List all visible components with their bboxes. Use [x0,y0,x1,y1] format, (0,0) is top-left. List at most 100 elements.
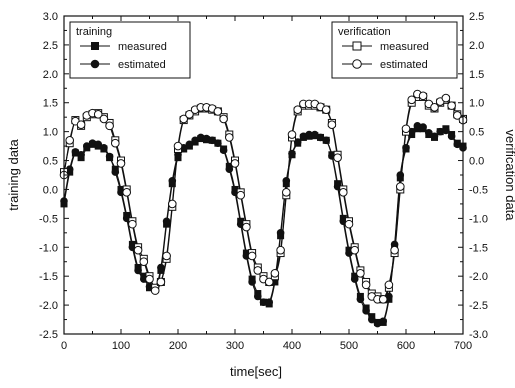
x-tick-label: 0 [61,340,67,352]
verification_estimated-point [287,130,297,139]
x-tick-label: 600 [397,340,415,352]
verification_estimated-point [93,109,103,119]
training_estimated-point [316,133,325,142]
verification_estimated-point [390,245,399,255]
training_estimated-point [185,140,194,149]
training_estimated-point [208,136,216,145]
verification_estimated-point [213,107,223,116]
y-right-tick-label: 1.0 [469,98,484,110]
verification_estimated-point [264,277,274,287]
verification_estimated-point [282,188,291,197]
tick-label-layer: 0 100 200 300 400 500 600 700 -2.5 -2.0 -1.5 -1.0 -0… [39,11,488,352]
training_estimated-point [453,140,462,149]
verification_estimated-point [453,111,462,120]
verification_estimated-point [99,114,109,124]
training_estimated-point [202,134,211,143]
legend-verification-title: verification [338,26,391,38]
verification_estimated-point [122,188,131,197]
y-right-axis-title: verification data [503,129,515,221]
verification_estimated-point [179,114,188,124]
legend-verification-measured-label: measured [380,41,429,53]
legend-verification-measured-marker [352,41,362,51]
series-layer [59,89,468,328]
training_estimated-point [356,295,365,304]
y-right-tick-label: -3.0 [469,329,488,341]
verification_estimated-point [225,133,234,142]
training_estimated-point [311,130,319,139]
verification_estimated-point [105,121,114,131]
verification_estimated-point [242,222,251,232]
training_estimated-point [402,144,410,152]
verification_estimated-point [321,105,331,114]
verification_estimated-point [276,245,285,255]
training_estimated-point [390,240,399,249]
training_estimated-point [419,123,427,131]
training_estimated-point [350,275,359,283]
verification_estimated-point [133,245,143,255]
legend-training-title: training [76,26,112,38]
training_estimated-point [430,132,439,141]
verification_estimated-point [384,280,394,290]
legend-training: training measured estimated [69,21,191,79]
y-left-tick-label: -1.5 [39,271,58,283]
verification_estimated-point [111,138,120,148]
training_estimated-point [197,133,205,142]
y-right-tick-label: 0.0 [469,156,484,168]
verification_estimated-point [344,219,354,229]
verification_estimated-point [293,105,303,114]
x-axis-title: time[sec] [230,364,282,379]
verification_estimated-point [247,251,257,261]
x-tick-label: 400 [283,340,301,352]
tick-layer [63,15,464,335]
training_estimated-point [436,127,445,136]
verification_estimated-point [356,268,365,278]
y-right-tick-label: 1.5 [469,69,484,81]
verification_estimated-line [63,93,464,302]
y-left-tick-label: -0.5 [39,213,58,225]
training_estimated-point [162,217,171,226]
training_estimated-point [214,139,222,147]
y-right-tick-label: -1.0 [469,213,488,225]
y-right-tick-label: -2.5 [469,300,488,312]
training_estimated-point [265,298,274,307]
verification_estimated-point [150,286,160,295]
training_estimated-point [225,165,234,174]
legend-training-estimated-marker [90,59,100,69]
verification_estimated-point [407,95,417,105]
training_estimated-point [83,142,91,150]
training_estimated-point [253,292,262,301]
verification_estimated-point [327,120,337,129]
verification_estimated-point [116,159,126,168]
x-tick-label: 100 [112,340,130,352]
y-right-tick-label: -1.5 [469,242,488,254]
training_estimated-point [71,148,80,156]
y-right-tick-label: 2.0 [469,40,484,52]
legend-verification-estimated-label: estimated [380,59,428,71]
training_estimated-point [134,266,142,275]
y-left-tick-label: 0.0 [43,184,58,196]
verification_estimated-point [162,251,171,261]
verification_estimated-point [145,274,154,284]
training_estimated-point [282,176,291,185]
training_estimated-point [77,150,85,159]
verification_estimated-point [139,257,149,267]
y-left-tick-label: -1.0 [39,242,58,254]
training_estimated-point [299,132,308,141]
verification_estimated-point [156,277,166,287]
y-right-tick-label: -2.0 [469,271,488,283]
y-right-tick-label: 0.5 [469,127,484,139]
training_estimated-point [100,144,108,152]
verification_estimated-point [219,114,228,124]
training_estimated-point [288,149,296,158]
legend-verification-estimated-marker [352,59,362,69]
training_estimated-point [442,126,450,135]
training_estimated-point [248,278,256,286]
training_estimated-point [157,263,165,272]
y-left-tick-label: 1.0 [43,127,58,139]
legend-training-estimated-label: estimated [118,59,166,71]
verification_estimated-point [253,266,263,275]
y-left-axis-title: training data [6,138,21,210]
legend-training-measured-marker [91,42,99,50]
training_estimated-point [425,128,433,137]
